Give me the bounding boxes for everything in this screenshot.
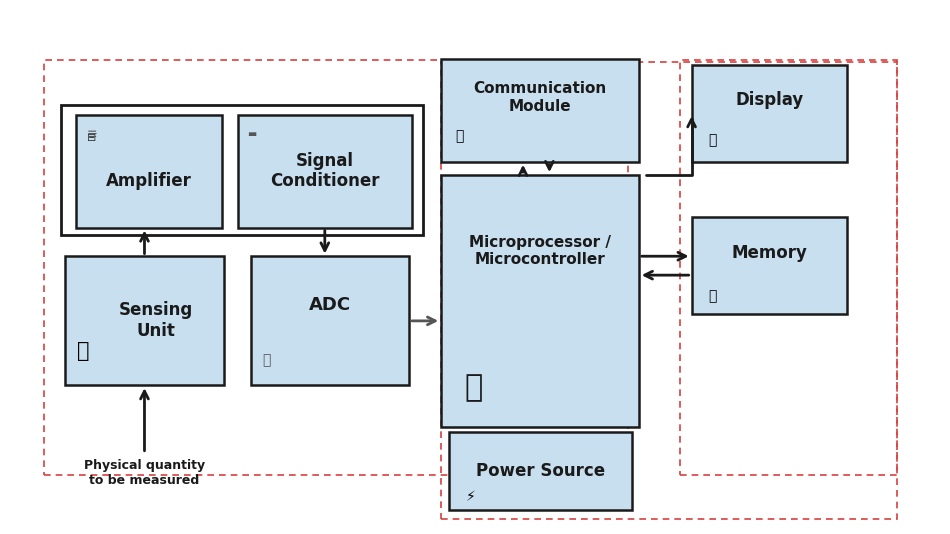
Text: ⬛: ⬛ <box>465 373 483 403</box>
FancyBboxPatch shape <box>251 256 409 385</box>
Bar <box>441 62 897 520</box>
Text: 📱: 📱 <box>709 133 717 147</box>
Text: 🗂: 🗂 <box>262 353 271 367</box>
Text: Power Source: Power Source <box>476 462 605 480</box>
Text: Microprocessor /
Microcontroller: Microprocessor / Microcontroller <box>469 234 611 267</box>
Text: Display: Display <box>735 91 804 109</box>
Text: Signal
Conditioner: Signal Conditioner <box>270 152 380 191</box>
Text: ≡: ≡ <box>87 128 98 140</box>
Text: ⊟̅: ⊟̅ <box>87 133 96 143</box>
Bar <box>680 60 897 475</box>
FancyBboxPatch shape <box>441 175 638 427</box>
FancyBboxPatch shape <box>692 217 847 315</box>
FancyBboxPatch shape <box>238 115 412 227</box>
Text: ADC: ADC <box>309 296 352 314</box>
Text: Communication
Module: Communication Module <box>473 81 607 114</box>
FancyBboxPatch shape <box>448 432 633 510</box>
FancyBboxPatch shape <box>61 105 423 235</box>
Text: 💬: 💬 <box>455 130 464 144</box>
Bar <box>44 60 628 475</box>
Text: ⚡: ⚡ <box>466 490 475 504</box>
Text: 💾: 💾 <box>709 289 717 303</box>
FancyBboxPatch shape <box>692 65 847 162</box>
FancyBboxPatch shape <box>441 59 638 162</box>
FancyBboxPatch shape <box>66 256 223 385</box>
Text: Memory: Memory <box>732 244 808 262</box>
Text: Physical quantity
to be measured: Physical quantity to be measured <box>84 459 205 487</box>
FancyBboxPatch shape <box>76 115 221 227</box>
Text: Amplifier: Amplifier <box>105 171 192 190</box>
Text: Sensing
Unit: Sensing Unit <box>119 302 193 340</box>
Text: ▬: ▬ <box>247 129 256 139</box>
Text: 🔥: 🔥 <box>77 341 89 361</box>
